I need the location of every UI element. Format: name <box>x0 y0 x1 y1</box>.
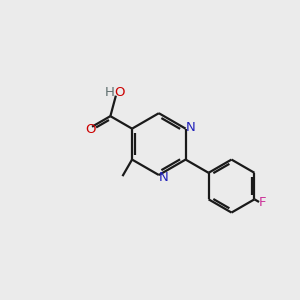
Text: F: F <box>259 196 266 209</box>
Text: N: N <box>159 171 169 184</box>
Text: O: O <box>114 85 125 99</box>
Text: H: H <box>104 85 114 99</box>
Text: O: O <box>85 123 96 136</box>
Text: N: N <box>186 121 196 134</box>
